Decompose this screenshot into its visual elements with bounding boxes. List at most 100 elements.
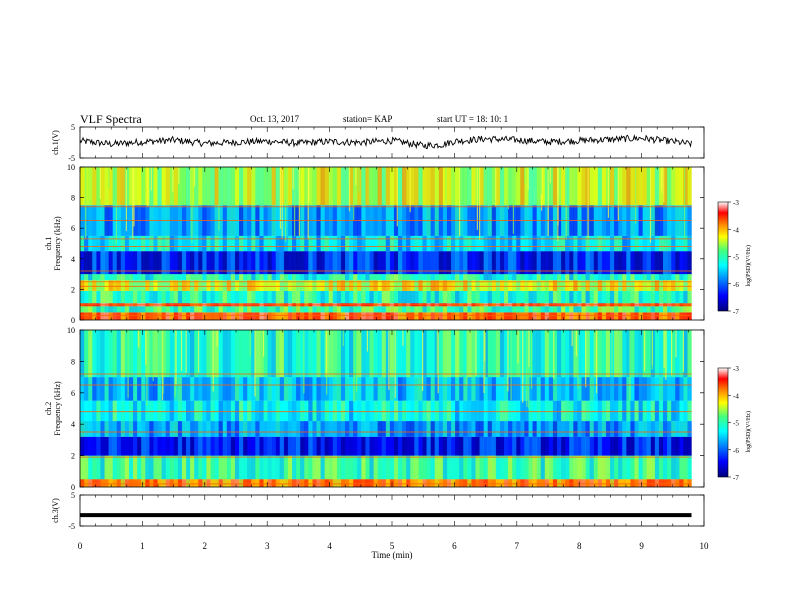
- spectrogram-cell: [503, 235, 509, 252]
- spectrogram-cell: [630, 251, 635, 275]
- spectrogram-cell: [381, 400, 387, 422]
- spectrogram-cell: [597, 290, 603, 304]
- spectrogram-cell: [349, 479, 354, 487]
- spectrogram-cell: [393, 280, 399, 291]
- spectrogram-cell: [471, 436, 476, 456]
- spectrogram-cell: [601, 479, 607, 487]
- spectrogram-cell: [438, 400, 444, 422]
- sferic-streak: [307, 167, 309, 240]
- spectrogram-cell: [667, 274, 672, 281]
- spectrogram-cell: [149, 235, 154, 252]
- spectrogram-cell: [120, 455, 126, 480]
- spectrogram-cell: [137, 377, 142, 401]
- spectrogram-cell: [234, 251, 240, 275]
- spectrogram-cell: [618, 274, 623, 281]
- spectrogram-cell: [332, 330, 338, 378]
- spectrogram-cell: [475, 235, 480, 252]
- spectrogram-cell: [402, 377, 407, 401]
- spectrogram-cell: [662, 479, 668, 487]
- spectrogram-cell: [149, 479, 154, 487]
- spectrogram-cell: [646, 312, 652, 320]
- spectrogram-cell: [186, 400, 191, 422]
- spectrogram-cell: [597, 377, 603, 401]
- spectrogram-cell: [344, 377, 350, 401]
- spectrogram-cell: [516, 436, 521, 456]
- spectrogram-cell: [438, 330, 444, 378]
- spectrogram-cell: [671, 421, 676, 437]
- spectrogram-cell: [328, 235, 334, 252]
- spectrogram-cell: [446, 330, 452, 378]
- spectrogram-cell: [344, 479, 350, 487]
- spectrogram-cell: [190, 421, 195, 437]
- spectrogram-cell: [304, 400, 309, 422]
- spectrogram-cell: [679, 290, 684, 304]
- spectrogram-cell: [353, 251, 358, 275]
- spectrogram-cell: [336, 251, 342, 275]
- spectrogram-cell: [601, 280, 607, 291]
- spectrogram-cell: [267, 421, 272, 437]
- sferic-streak: [172, 167, 174, 192]
- spectrogram-cell: [471, 455, 476, 480]
- spectrogram-cell: [165, 377, 170, 401]
- spectrogram-cell: [671, 306, 676, 313]
- spectrogram-cell: [100, 455, 105, 480]
- spectrogram-cell: [120, 235, 126, 252]
- spectrogram-cell: [226, 400, 232, 422]
- spectrogram-cell: [381, 167, 387, 206]
- spectrogram-cell: [495, 235, 501, 252]
- spectrogram-cell: [455, 479, 460, 487]
- spectrogram-cell: [618, 280, 623, 291]
- sferic-streak: [394, 330, 396, 399]
- x-tick-label: 1: [140, 541, 145, 551]
- spectrogram-cell: [283, 479, 289, 487]
- spectrogram-cell: [96, 312, 101, 320]
- spectrogram-cell: [503, 400, 509, 422]
- spectrogram-cell: [614, 330, 619, 378]
- spectrogram-cell: [463, 312, 468, 320]
- spectrogram-cell: [646, 306, 652, 313]
- spectrogram-cell: [520, 280, 525, 291]
- spectrogram-cell: [679, 455, 684, 480]
- sferic-streak: [294, 167, 296, 237]
- spectrogram-cell: [137, 400, 142, 422]
- spectrogram-cell: [234, 421, 240, 437]
- spectrogram-cell: [548, 167, 554, 206]
- spectrogram-cell: [230, 167, 236, 206]
- spectrogram-cell: [536, 377, 541, 401]
- spectrogram-cell: [638, 235, 643, 252]
- spectrogram-cell: [328, 377, 334, 401]
- spectrogram-cell: [683, 312, 688, 320]
- spectrogram-cell: [320, 235, 325, 252]
- spectrogram-cell: [532, 312, 537, 320]
- spectrogram-cell: [128, 377, 134, 401]
- spectrogram-cell: [373, 377, 378, 401]
- spectrogram-cell: [304, 306, 309, 313]
- spectrogram-cell: [340, 400, 346, 422]
- spectrogram-cell: [100, 330, 105, 378]
- colorbar-tick-label: -6: [733, 447, 739, 455]
- spectrogram-cell: [414, 479, 419, 487]
- spectrogram-cell: [124, 251, 130, 275]
- spectrogram-cell: [389, 274, 395, 281]
- spectrogram-cell: [381, 312, 387, 320]
- spectrogram-cell: [662, 330, 668, 378]
- spectrogram-cell: [377, 455, 382, 480]
- spectrogram-cell: [141, 306, 146, 313]
- spectrogram-cell: [491, 312, 497, 320]
- spectrogram-cell: [128, 436, 134, 456]
- spectrogram-cell: [128, 235, 134, 252]
- spectrogram-cell: [120, 421, 126, 437]
- spectrogram-cell: [630, 274, 635, 281]
- spectrogram-cell: [165, 306, 170, 313]
- spectrogram-cell: [210, 400, 215, 422]
- spectrogram-cell: [467, 421, 472, 437]
- spectrogram-cell: [88, 421, 93, 437]
- spectrogram-cell: [108, 455, 113, 480]
- spectrogram-cell: [597, 479, 603, 487]
- spectrogram-cell: [418, 290, 423, 304]
- spectrogram-cell: [177, 455, 183, 480]
- spectrogram-cell: [104, 290, 109, 304]
- spectrogram-cell: [569, 479, 574, 487]
- spectrogram-cell: [128, 479, 134, 487]
- spectrogram-cell: [157, 235, 162, 252]
